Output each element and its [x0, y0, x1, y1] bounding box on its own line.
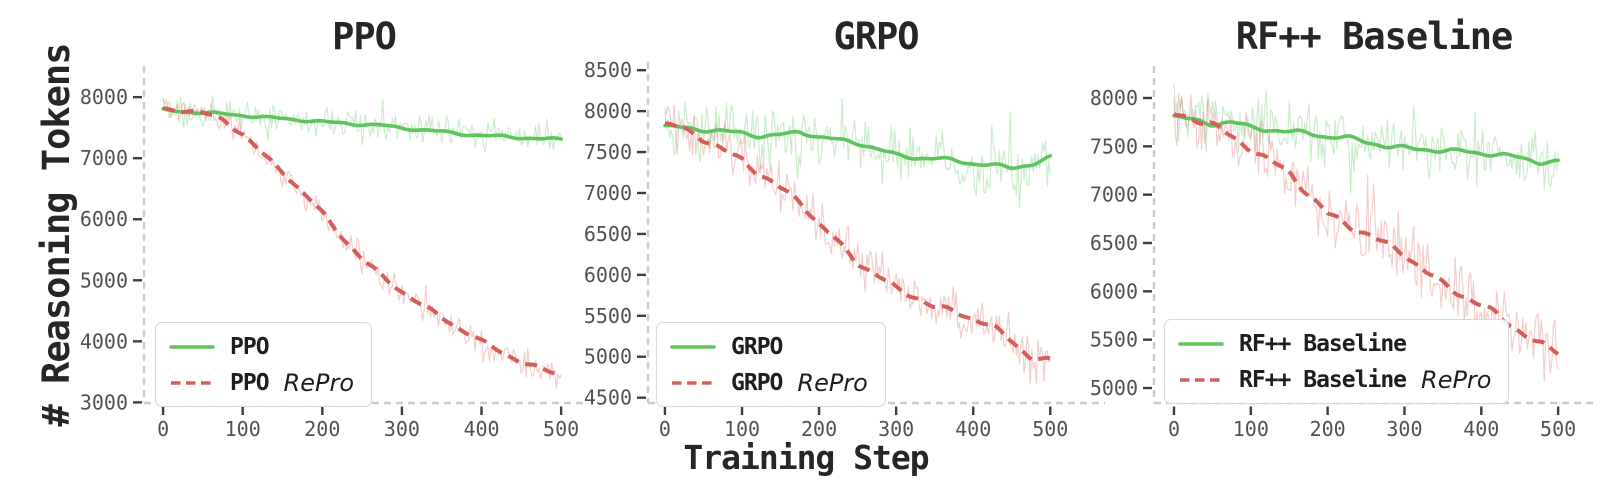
- legend-label: PPO: [230, 333, 270, 360]
- x-tick-label: 100: [225, 417, 261, 441]
- legend-dashed-line-icon: [171, 380, 213, 385]
- grpo-repro-line: [664, 121, 1051, 362]
- x-tick-label: 0: [157, 417, 169, 441]
- x-tick-label: 500: [543, 417, 579, 441]
- x-tick-label: 100: [1233, 417, 1269, 441]
- x-tick-label: 200: [1310, 417, 1346, 441]
- y-tick-label: 4000: [80, 329, 128, 353]
- legend-label-italic: RePro: [283, 368, 355, 397]
- x-axis-label: Training Step: [683, 438, 929, 477]
- x-tick-label: 300: [384, 417, 420, 441]
- y-tick-label: 7000: [1090, 183, 1138, 207]
- legend-item: PPO: [169, 332, 354, 361]
- legend-dashed-line-icon: [672, 380, 714, 385]
- legend-label: PPO: [230, 369, 270, 396]
- x-tick-label: 100: [724, 417, 760, 441]
- ppo-raw-line: [162, 95, 562, 152]
- legend-solid-line-icon: [1178, 341, 1224, 346]
- rf-baseline-raw-line: [1173, 83, 1559, 194]
- plot-area: [161, 95, 563, 389]
- chart-title-rfpp-baseline: RF++ Baseline: [1235, 15, 1514, 58]
- y-tick-label: 5500: [1090, 328, 1138, 352]
- grpo-repro-raw-line: [664, 104, 1051, 385]
- x-tick-label: 0: [1168, 417, 1180, 441]
- legend-grpo: GRPO GRPO RePro: [656, 322, 886, 407]
- grpo-line: [663, 123, 1053, 171]
- grpo-chart-plot: 4500 5000 5500 6000 6500 7000 7500 8000 8500 0 100…: [584, 58, 1105, 441]
- legend-item: PPO RePro: [169, 368, 354, 397]
- rf-baseline-line: [1172, 113, 1560, 166]
- y-tick-label: 7500: [584, 140, 632, 164]
- legend-item: GRPO RePro: [670, 368, 868, 397]
- x-tick-label: 0: [659, 417, 671, 441]
- x-tick-label: 300: [878, 417, 914, 441]
- legend-label-italic: RePro: [1421, 365, 1492, 394]
- chart-title-ppo: PPO: [332, 15, 397, 58]
- y-tick-label: 3000: [80, 390, 128, 414]
- legend-label-italic: RePro: [797, 368, 868, 397]
- y-tick-label: 8500: [584, 58, 632, 82]
- y-tick-label: 8000: [80, 85, 128, 109]
- legend-solid-line-icon: [670, 344, 716, 349]
- x-tick-label: 300: [1386, 417, 1422, 441]
- y-tick-label: 5500: [584, 304, 632, 328]
- y-tick-label: 8000: [1090, 86, 1138, 110]
- x-tick-label: 200: [801, 417, 837, 441]
- y-tick-label: 4500: [584, 386, 632, 410]
- y-tick-label: 5000: [1090, 376, 1138, 400]
- x-tick-label: 500: [1032, 417, 1068, 441]
- y-tick-label: 6000: [584, 263, 632, 287]
- x-tick-label: 400: [1463, 417, 1499, 441]
- chart-title-grpo: GRPO: [833, 15, 919, 58]
- y-tick-label: 7000: [584, 181, 632, 205]
- legend-dashed-line-icon: [1180, 377, 1222, 382]
- y-tick-label: 5000: [584, 345, 632, 369]
- y-tick-label: 6000: [1090, 279, 1138, 303]
- y-tick-label: 6000: [80, 207, 128, 231]
- ppo-repro-line: [162, 106, 562, 378]
- y-tick-label: 7500: [1090, 134, 1138, 158]
- legend-label: GRPO: [731, 369, 783, 396]
- plot-area: [663, 97, 1053, 385]
- y-tick-label: 6500: [1090, 231, 1138, 255]
- legend-item: RF++ Baseline: [1178, 329, 1491, 358]
- legend-solid-line-icon: [169, 344, 215, 349]
- legend-label: RF++ Baseline: [1239, 330, 1407, 357]
- ppo-repro-raw-line: [162, 97, 562, 389]
- ppo-line: [161, 106, 563, 141]
- legend-label: GRPO: [731, 333, 783, 360]
- legend-ppo: PPO PPO RePro: [155, 322, 373, 407]
- grpo-raw-line: [664, 97, 1051, 209]
- legend-label: RF++ Baseline: [1239, 366, 1407, 393]
- legend-item: GRPO: [670, 332, 868, 361]
- y-tick-label: 8000: [584, 99, 632, 123]
- rfpp-baseline-chart-plot: 5000 5500 6000 6500 7000 7500 8000 0 100 200 300 40…: [1090, 66, 1595, 441]
- x-tick-label: 200: [304, 417, 340, 441]
- x-tick-label: 400: [463, 417, 499, 441]
- y-tick-label: 5000: [80, 268, 128, 292]
- y-tick-label: 7000: [80, 146, 128, 170]
- legend-rfpp-baseline: RF++ Baseline RF++ Baseline RePro: [1164, 319, 1510, 404]
- legend-item: RF++ Baseline RePro: [1178, 365, 1491, 394]
- rf-baseline-repro-line: [1173, 112, 1560, 356]
- x-tick-label: 400: [955, 417, 991, 441]
- y-tick-label: 6500: [584, 222, 632, 246]
- x-tick-label: 500: [1540, 417, 1576, 441]
